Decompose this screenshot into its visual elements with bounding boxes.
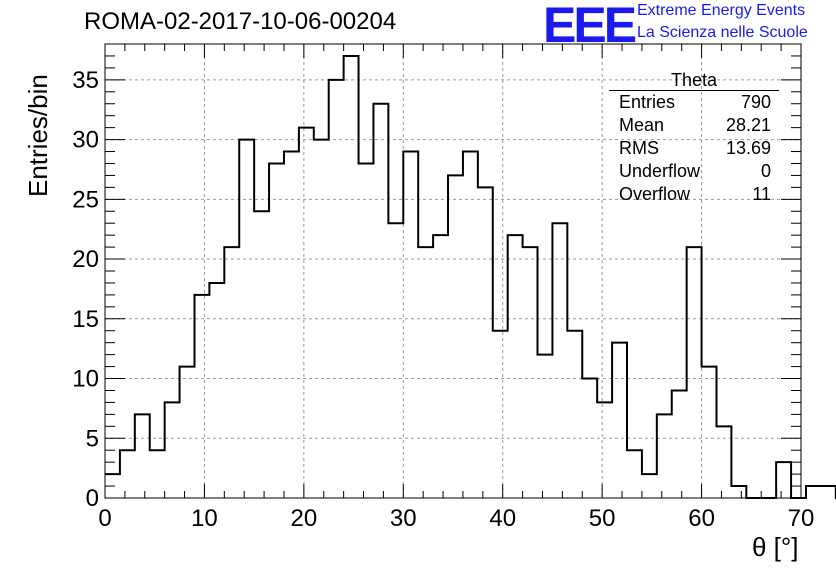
- x-tick-label: 70: [788, 505, 815, 532]
- x-axis-label: θ [°]: [752, 532, 799, 562]
- y-tick-label: 25: [72, 186, 99, 213]
- stats-label: Entries: [619, 92, 676, 112]
- plot-frame: [104, 43, 802, 499]
- grid-lines: [105, 44, 801, 498]
- stats-label: RMS: [619, 138, 659, 158]
- x-tick-label: 60: [688, 505, 715, 532]
- stats-label: Overflow: [619, 184, 691, 204]
- x-tick-labels: 0 10 20 30 40 50 60 70: [98, 505, 814, 532]
- histogram-outline: [105, 54, 836, 499]
- y-tick-label: 0: [86, 485, 99, 512]
- stats-row-mean: Mean 28.21: [609, 114, 779, 137]
- logo-line-1: Extreme Energy Events: [637, 2, 806, 19]
- y-tick-label: 30: [72, 127, 99, 154]
- stats-label: Mean: [619, 115, 665, 135]
- x-tick-label: 20: [291, 505, 318, 532]
- stats-row-rms: RMS 13.69: [609, 137, 779, 160]
- logo-line-2: La Scienza nelle Scuole: [637, 24, 808, 41]
- chart-title: ROMA-02-2017-10-06-00204: [84, 8, 397, 35]
- stats-row-entries: Entries 790: [609, 91, 779, 114]
- y-tick-label: 20: [72, 246, 99, 273]
- x-tick-label: 0: [98, 505, 111, 532]
- y-tick-labels: 0 5 10 15 20 25 30 35: [72, 67, 99, 512]
- stats-row-underflow: Underflow 0: [609, 160, 779, 183]
- stats-title: Theta: [609, 70, 779, 91]
- y-axis-label-wrap: Entries/bin: [8, 74, 53, 197]
- stats-value: 28.21: [725, 115, 771, 135]
- y-axis-label: Entries/bin: [23, 74, 53, 197]
- y-tick-label: 10: [72, 366, 99, 393]
- x-tick-label: 50: [589, 505, 616, 532]
- stats-value: 790: [740, 92, 771, 112]
- stats-box: Theta Entries 790 Mean 28.21 RMS 13.69 U…: [609, 70, 779, 206]
- x-tick-label: 30: [390, 505, 417, 532]
- x-tick-label: 40: [489, 505, 516, 532]
- axis-ticks: [104, 43, 802, 499]
- y-tick-label: 35: [72, 67, 99, 94]
- stats-label: Underflow: [619, 161, 701, 181]
- y-tick-label: 5: [86, 425, 99, 452]
- x-tick-label: 10: [191, 505, 218, 532]
- eee-logo: EEE: [543, 0, 637, 53]
- stats-value: 11: [752, 184, 771, 204]
- stats-row-overflow: Overflow 11: [609, 183, 779, 206]
- stats-value: 0: [760, 161, 771, 181]
- stats-value: 13.69: [725, 138, 771, 158]
- y-tick-label: 15: [72, 306, 99, 333]
